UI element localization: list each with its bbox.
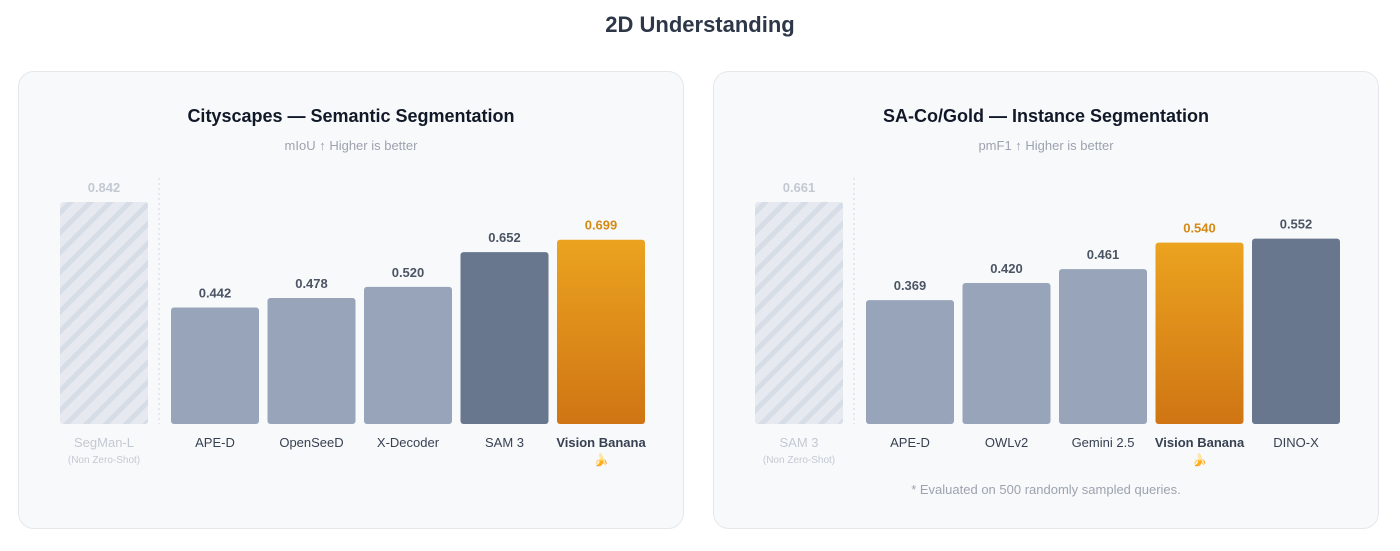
value-label-sam-3: 0.661 <box>783 180 816 195</box>
value-label-openseed: 0.478 <box>295 276 328 291</box>
category-label-gemini-2-5: Gemini 2.5 <box>1072 435 1135 450</box>
chart-panel-saco-gold: SA-Co/Gold — Instance Segmentation pmF1 … <box>713 71 1379 529</box>
category-label-vision-banana: Vision Banana <box>1155 435 1245 450</box>
category-label-dino-x: DINO-X <box>1273 435 1319 450</box>
category-label-sam-3: SAM 3 <box>485 435 524 450</box>
category-label-segman-l: SegMan-L <box>74 435 134 450</box>
chart-subtitle: pmF1 ↑ Higher is better <box>978 138 1114 153</box>
category-label-vision-banana: Vision Banana <box>556 435 646 450</box>
bar-chart-saco-gold: 0.661 SAM 3 (Non Zero-Shot) 0.369 APE-D 0.420… <box>755 178 1340 467</box>
bar-ape-d <box>866 300 954 424</box>
category-label-sam-3: SAM 3 <box>779 435 818 450</box>
bar-chart-cityscapes: 0.842 SegMan-L (Non Zero-Shot) 0.442 APE-D 0.… <box>60 178 646 467</box>
chart-title: SA-Co/Gold — Instance Segmentation <box>882 106 1210 126</box>
bar-owlv2 <box>962 282 1051 424</box>
bar-ape-d <box>171 307 259 424</box>
category-label-x-decoder: X-Decoder <box>377 435 440 450</box>
value-label-vision-banana: 0.699 <box>585 218 618 233</box>
value-label-dino-x: 0.552 <box>1280 217 1313 232</box>
category-label-ape-d: APE-D <box>195 435 235 450</box>
chart-subtitle: mIoU ↑ Higher is better <box>284 138 418 153</box>
footnote: * Evaluated on 500 randomly sampled quer… <box>911 482 1181 497</box>
bar-x-decoder <box>364 286 452 424</box>
category-sublabel-segman-l: (Non Zero-Shot) <box>68 455 140 466</box>
value-label-ape-d: 0.442 <box>199 285 232 300</box>
value-label-owlv2: 0.420 <box>990 261 1023 276</box>
bar-sam-3 <box>460 252 549 424</box>
bar-vision-banana <box>557 239 645 424</box>
bar-gemini-2-5 <box>1059 269 1147 424</box>
category-label-owlv2: OWLv2 <box>985 435 1028 450</box>
category-label-ape-d: APE-D <box>890 435 930 450</box>
bar-sam-3 <box>755 202 843 424</box>
bar-dino-x <box>1252 238 1340 424</box>
chart-panel-cityscapes: Cityscapes — Semantic Segmentation mIoU … <box>18 71 684 529</box>
banana-icon: 🍌 <box>1192 453 1207 467</box>
value-label-x-decoder: 0.520 <box>392 265 425 280</box>
value-label-sam-3: 0.652 <box>488 230 521 245</box>
chart-title: Cityscapes — Semantic Segmentation <box>187 106 515 126</box>
banana-icon: 🍌 <box>594 453 609 467</box>
value-label-vision-banana: 0.540 <box>1183 221 1216 236</box>
value-label-gemini-2-5: 0.461 <box>1087 247 1120 262</box>
bar-segman-l <box>60 202 148 424</box>
bar-vision-banana <box>1155 242 1244 424</box>
value-label-segman-l: 0.842 <box>88 180 121 195</box>
category-label-openseed: OpenSeeD <box>279 435 343 450</box>
category-sublabel-sam-3: (Non Zero-Shot) <box>763 455 835 466</box>
page-title: 2D Understanding <box>605 12 795 37</box>
value-label-ape-d: 0.369 <box>894 278 927 293</box>
bar-openseed <box>267 297 356 424</box>
